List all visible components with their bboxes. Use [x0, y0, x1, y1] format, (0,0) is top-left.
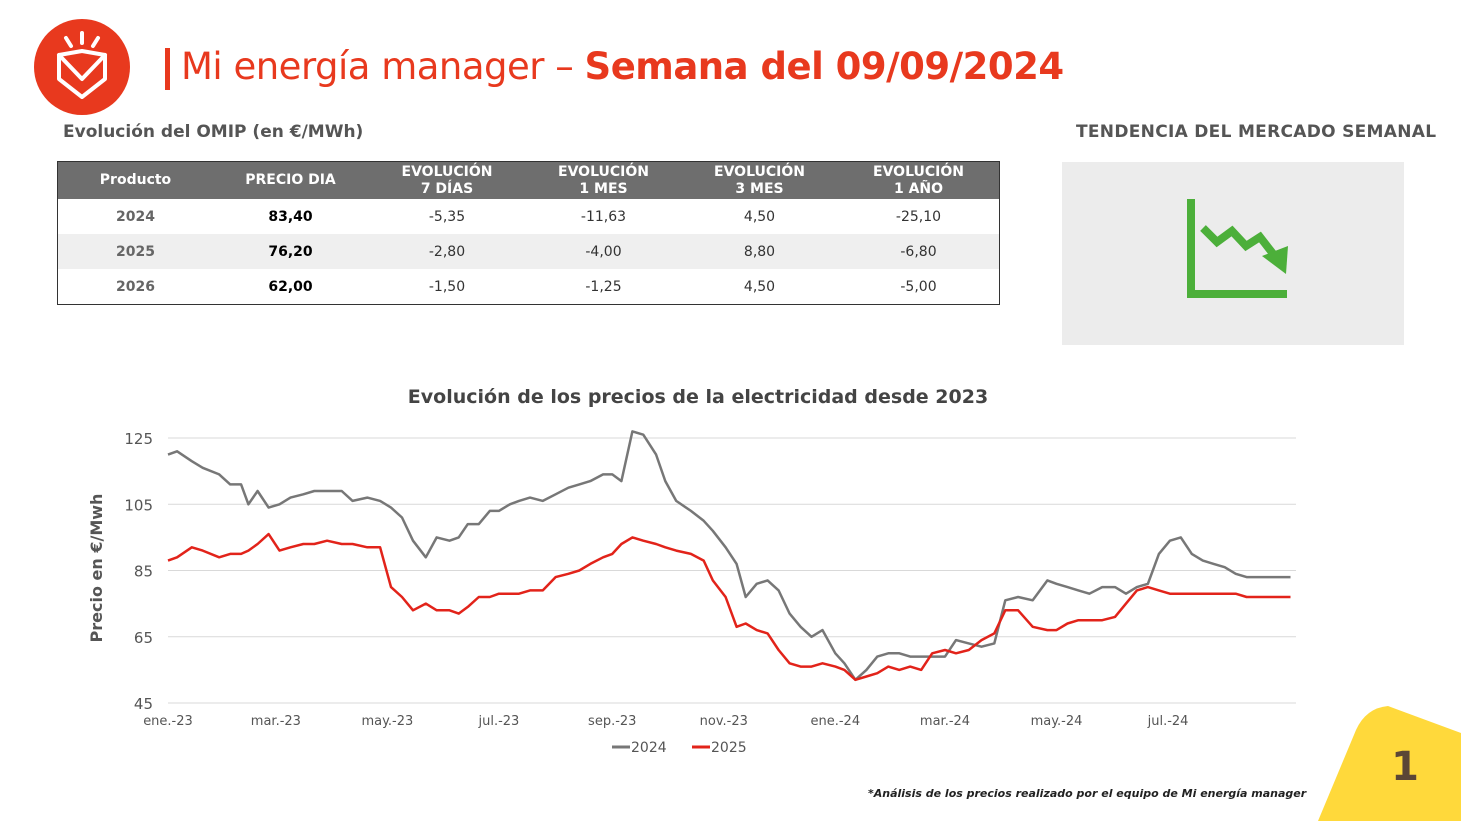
col-header-3m: EVOLUCIÓN 3 MES — [681, 161, 838, 199]
x-tick-label: sep.-23 — [588, 714, 636, 729]
y-tick-label: 45 — [134, 695, 153, 713]
y-tick-label: 65 — [134, 629, 153, 647]
page-title: Mi energía manager – Semana del 09/09/20… — [181, 44, 1064, 90]
downtrend-chart-icon — [1187, 199, 1288, 298]
title-accent-bar — [165, 48, 170, 90]
x-tick-label: jul.-23 — [477, 714, 519, 729]
omip-table: Producto PRECIO DIA EVOLUCIÓN 7 DÍAS EVOL… — [57, 161, 1000, 305]
cell-product: 2026 — [116, 278, 155, 295]
trend-panel — [1062, 162, 1404, 345]
title-bold: Semana del 09/09/2024 — [584, 45, 1065, 88]
cell-product: 2025 — [57, 234, 213, 269]
cell-1m: -11,63 — [580, 208, 627, 225]
col-header-product: Producto — [57, 161, 213, 199]
cell-1y: -25,10 — [895, 208, 942, 225]
series-line-2025 — [167, 532, 1291, 682]
cell-7d: -2,80 — [368, 234, 526, 269]
x-tick-label: mar.-23 — [251, 714, 301, 729]
footnote: *Análisis de los precios realizado por e… — [868, 787, 1307, 800]
x-tick-label: may.-24 — [1031, 714, 1083, 729]
col-header-7d: EVOLUCIÓN 7 DÍAS — [368, 161, 526, 199]
y-tick-label: 105 — [124, 496, 153, 514]
trend-title: TENDENCIA DEL MERCADO SEMANAL — [1076, 122, 1437, 142]
brand-logo — [34, 19, 130, 115]
cell-1m: -1,25 — [585, 278, 622, 295]
omip-subtitle: Evolución del OMIP (en €/MWh) — [63, 122, 364, 142]
cell-product: 2024 — [116, 208, 155, 225]
x-tick-label: ene.-23 — [143, 714, 193, 729]
cell-3m: 8,80 — [681, 234, 838, 269]
cell-1m: -4,00 — [526, 234, 681, 269]
col-header-1m: EVOLUCIÓN 1 MES — [526, 161, 681, 199]
table-row: 2024 83,40 -5,35 -11,63 4,50 -25,10 — [58, 199, 1000, 234]
legend-label-2025: 2025 — [711, 740, 747, 756]
table-header-row: Producto PRECIO DIA EVOLUCIÓN 7 DÍAS EVOL… — [57, 161, 1000, 199]
cell-7d: -1,50 — [428, 278, 466, 295]
col-header-1y: EVOLUCIÓN 1 AÑO — [838, 161, 1000, 199]
y-axis-label: Precio en €/Mwh — [87, 494, 106, 643]
cell-1y: -6,80 — [838, 234, 1000, 269]
title-regular: Mi energía manager – — [181, 45, 574, 88]
y-tick-label: 125 — [124, 430, 153, 448]
table-row: 2026 62,00 -1,50 -1,25 4,50 -5,00 — [58, 269, 1000, 305]
cell-1y: -5,00 — [900, 278, 937, 295]
table-row: 2025 76,20 -2,80 -4,00 8,80 -6,80 — [57, 234, 1000, 269]
cell-3m: 4,50 — [743, 208, 776, 225]
cell-3m: 4,50 — [743, 278, 776, 295]
cell-price: 62,00 — [268, 278, 313, 295]
legend-label-2024: 2024 — [631, 740, 667, 756]
y-tick-label: 85 — [134, 563, 153, 581]
cell-price: 83,40 — [268, 208, 313, 225]
x-tick-label: ene.-24 — [810, 714, 860, 729]
x-tick-label: may.-23 — [361, 714, 413, 729]
x-tick-label: mar.-24 — [920, 714, 970, 729]
col-header-price: PRECIO DIA — [213, 161, 368, 199]
envelope-sparkle-icon — [57, 31, 107, 99]
series-line-2024 — [167, 430, 1291, 682]
cell-7d: -5,35 — [428, 208, 466, 225]
x-tick-label: jul.-24 — [1147, 714, 1189, 729]
chart-title: Evolución de los precios de la electrici… — [407, 386, 989, 408]
cell-price: 76,20 — [213, 234, 368, 269]
x-tick-label: nov.-23 — [700, 714, 748, 729]
